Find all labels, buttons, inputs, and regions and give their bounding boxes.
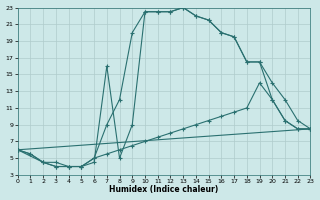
X-axis label: Humidex (Indice chaleur): Humidex (Indice chaleur) — [109, 185, 219, 194]
